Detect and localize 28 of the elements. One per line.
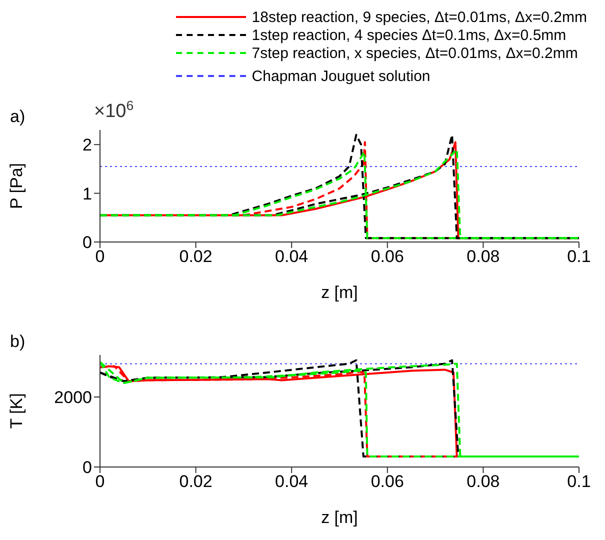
x-tick-label: 0	[95, 247, 105, 266]
legend-label: Chapman Jouguet solution	[252, 68, 430, 84]
x-tick-label: 0.06	[370, 247, 404, 266]
x-axis-title: z [m]	[321, 283, 358, 302]
x-tick-label: 0.1	[567, 247, 591, 266]
y-tick-label: 0	[82, 458, 92, 478]
legend-label: 1step reaction, 4 species Δt=0.1ms, Δx=0.5mm	[252, 26, 566, 44]
y-axis-title: T [K]	[7, 393, 26, 429]
text: b)	[10, 332, 26, 352]
y-tick-label: 2	[82, 136, 92, 155]
y-tick-label: 1	[82, 184, 92, 204]
x-tick-label: 0.08	[466, 247, 500, 266]
x-axis-title: z [m]	[321, 508, 358, 527]
y-axis-title: P [Pa]	[7, 163, 26, 209]
y-tick-label: 2000	[54, 388, 92, 408]
x-tick-label: 0.02	[179, 247, 212, 266]
x-tick-label: 0.08	[466, 472, 500, 492]
x-tick-label: 0.06	[370, 472, 404, 492]
y-tick-label: 0	[82, 233, 92, 252]
x-tick-label: 0.04	[275, 247, 308, 266]
legend-label: 7step reaction, x species, Δt=0.01ms, Δx=0.2mm	[252, 44, 578, 62]
x-tick-label: 0.04	[275, 472, 308, 492]
text: a)	[10, 107, 26, 127]
x-tick-label: 0.02	[179, 472, 212, 492]
legend-label: 18step reaction, 9 species, Δt=0.01ms, Δx=0.2mm	[252, 8, 587, 26]
x-tick-label: 0.1	[567, 472, 591, 492]
text: ×10$^{6}$	[94, 98, 134, 122]
x-tick-label: 0	[95, 472, 105, 492]
